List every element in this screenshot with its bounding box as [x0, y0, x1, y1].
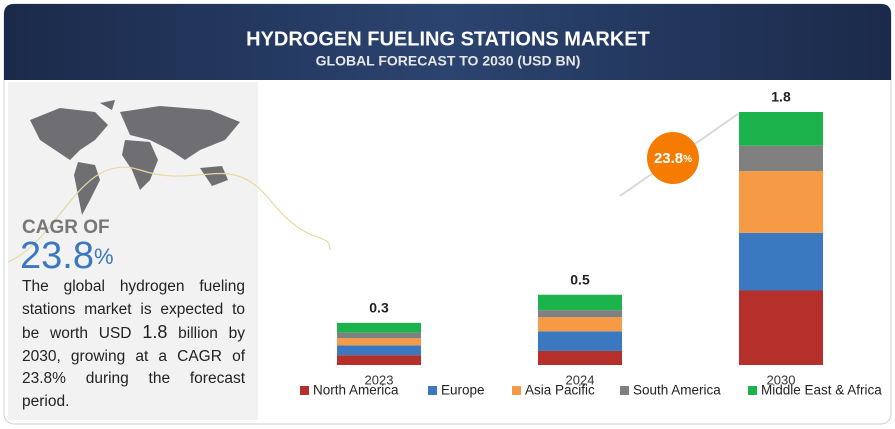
desc-text: billion by 2030, growing at a CAGR of 23… [22, 325, 245, 410]
bar-segment [538, 331, 622, 351]
legend-label: Middle East & Africa [761, 383, 882, 398]
subtitle: GLOBAL FORECAST TO 2030 (USD BN) [316, 53, 581, 69]
x-tick-label: 2023 [365, 372, 394, 387]
bar-segment [538, 317, 622, 332]
legend-swatch [428, 386, 437, 395]
bar-segment [739, 290, 823, 365]
cagr-value: 23.8% [20, 235, 114, 277]
bar-segment [739, 112, 823, 146]
legend-label: Asia Pacific [525, 383, 595, 398]
x-tick-label: 2030 [767, 372, 796, 387]
total-label: 0.3 [369, 300, 389, 316]
bar-segment [337, 322, 421, 333]
bar-segment [739, 171, 823, 233]
world-map [30, 100, 240, 215]
desc-highlight: 1.8 [142, 322, 168, 343]
header [4, 4, 891, 80]
cagr-bubble-number: 23.8 [654, 150, 683, 167]
legend-label: Europe [441, 383, 485, 398]
bar-segment [538, 294, 622, 311]
legend-swatch [300, 386, 309, 395]
decor-curve [7, 166, 331, 263]
legend-swatch [512, 386, 521, 395]
bar-segment [538, 350, 622, 365]
legend-label: South America [633, 383, 721, 398]
legend-label: North America [313, 383, 399, 398]
bar-segment [739, 232, 823, 291]
description: The global hydrogen fueling stations mar… [22, 276, 245, 414]
cagr-label: CAGR OF [22, 217, 110, 238]
total-label: 0.5 [570, 271, 590, 287]
cagr-number: 23.8 [20, 235, 94, 277]
legend-swatch [620, 386, 629, 395]
desc-text: The global hydrogen fueling stations mar… [22, 278, 245, 343]
title: HYDROGEN FUELING STATIONS MARKET [246, 28, 650, 50]
total-label: 1.8 [771, 89, 791, 105]
x-tick-label: 2024 [566, 372, 595, 387]
bar-segment [337, 345, 421, 356]
bar-segment [337, 332, 421, 339]
cagr-bubble-unit: % [683, 154, 692, 165]
bar-segment [739, 145, 823, 172]
cagr-bubble [647, 132, 699, 184]
legend-swatch [748, 386, 757, 395]
bar-segment [538, 310, 622, 318]
bar-segment [337, 355, 421, 365]
cagr-unit: % [94, 244, 114, 269]
bar-segment [337, 338, 421, 346]
cagr-bubble-label: 23.8% [654, 150, 692, 167]
